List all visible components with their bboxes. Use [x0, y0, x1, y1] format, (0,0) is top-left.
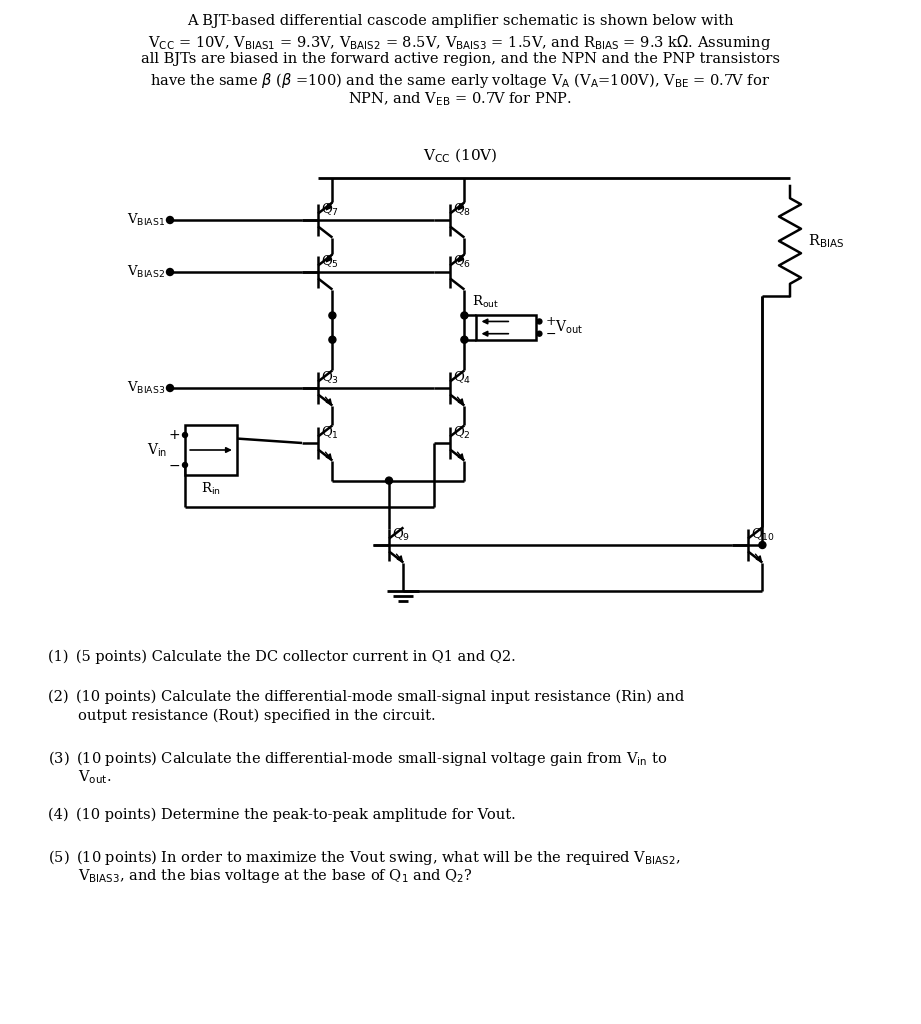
Text: NPN, and V$_{\rm EB}$ = 0.7V for PNP.: NPN, and V$_{\rm EB}$ = 0.7V for PNP.	[348, 90, 572, 108]
Text: +: +	[545, 315, 556, 328]
Text: Q$_7$: Q$_7$	[321, 202, 339, 218]
Text: R$_{\rm out}$: R$_{\rm out}$	[472, 294, 499, 310]
Text: V$_{\rm BIAS3}$: V$_{\rm BIAS3}$	[127, 380, 165, 396]
Bar	[476, 315, 536, 340]
Circle shape	[329, 312, 336, 318]
Text: Q$_9$: Q$_9$	[392, 527, 410, 543]
Text: V$_{\rm out}$.: V$_{\rm out}$.	[78, 768, 111, 785]
Text: V$_{\rm BIAS2}$: V$_{\rm BIAS2}$	[127, 264, 165, 280]
Circle shape	[759, 542, 766, 549]
Text: Q$_3$: Q$_3$	[321, 370, 339, 386]
Circle shape	[329, 336, 336, 343]
Text: V$_{\rm BIAS1}$: V$_{\rm BIAS1}$	[127, 212, 165, 228]
Circle shape	[167, 268, 173, 275]
Circle shape	[167, 384, 173, 391]
Bar	[185, 425, 237, 475]
Text: A BJT-based differential cascode amplifier schematic is shown below with: A BJT-based differential cascode amplifi…	[187, 14, 733, 28]
Text: V$_{\rm in}$: V$_{\rm in}$	[146, 441, 167, 459]
Text: +: +	[169, 428, 180, 442]
Text: $-$: $-$	[168, 458, 180, 472]
Text: R$_{\rm in}$: R$_{\rm in}$	[201, 481, 221, 497]
Circle shape	[460, 312, 468, 318]
Circle shape	[460, 336, 468, 343]
Text: V$_{\rm BIAS3}$, and the bias voltage at the base of Q$_1$ and Q$_2$?: V$_{\rm BIAS3}$, and the bias voltage at…	[78, 867, 473, 885]
Text: Q$_2$: Q$_2$	[453, 425, 471, 441]
Text: (1) (5 points) Calculate the DC collector current in Q1 and Q2.: (1) (5 points) Calculate the DC collecto…	[48, 650, 516, 665]
Text: V$_{\rm CC}$ = 10V, V$_{\rm BIAS1}$ = 9.3V, V$_{\rm BAIS2}$ = 8.5V, V$_{\rm BAIS: V$_{\rm CC}$ = 10V, V$_{\rm BIAS1}$ = 9.…	[148, 33, 772, 52]
Text: Q$_4$: Q$_4$	[453, 370, 472, 386]
Circle shape	[167, 216, 173, 223]
Circle shape	[182, 463, 188, 468]
Text: (2) (10 points) Calculate the differential-mode small-signal input resistance (R: (2) (10 points) Calculate the differenti…	[48, 690, 684, 705]
Circle shape	[537, 331, 542, 336]
Text: $-$: $-$	[545, 328, 556, 340]
Text: Q$_6$: Q$_6$	[453, 254, 472, 270]
Text: output resistance (Rout) specified in the circuit.: output resistance (Rout) specified in th…	[78, 709, 436, 723]
Text: V$_{\rm out}$: V$_{\rm out}$	[555, 318, 583, 336]
Circle shape	[537, 318, 542, 324]
Text: Q$_1$: Q$_1$	[321, 425, 339, 441]
Text: (5) (10 points) In order to maximize the Vout swing, what will be the required V: (5) (10 points) In order to maximize the…	[48, 848, 681, 867]
Text: Q$_{10}$: Q$_{10}$	[751, 527, 775, 543]
Text: all BJTs are biased in the forward active region, and the NPN and the PNP transi: all BJTs are biased in the forward activ…	[141, 52, 779, 66]
Text: V$_{\rm CC}$ (10V): V$_{\rm CC}$ (10V)	[423, 146, 497, 165]
Text: Q$_5$: Q$_5$	[321, 254, 339, 270]
Circle shape	[386, 477, 392, 484]
Text: (4) (10 points) Determine the peak-to-peak amplitude for Vout.: (4) (10 points) Determine the peak-to-pe…	[48, 808, 516, 822]
Circle shape	[182, 432, 188, 437]
Text: Q$_8$: Q$_8$	[453, 202, 472, 218]
Text: R$_{\rm BIAS}$: R$_{\rm BIAS}$	[808, 232, 844, 250]
Text: (3) (10 points) Calculate the differential-mode small-signal voltage gain from V: (3) (10 points) Calculate the differenti…	[48, 749, 668, 768]
Text: have the same $\beta$ ($\beta$ =100) and the same early voltage V$_{\rm A}$ (V$_: have the same $\beta$ ($\beta$ =100) and…	[150, 71, 770, 90]
